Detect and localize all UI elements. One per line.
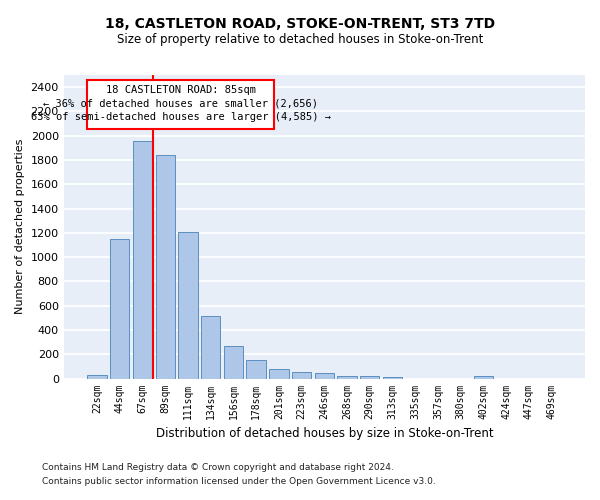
Bar <box>155 155 175 378</box>
Text: 18 CASTLETON ROAD: 85sqm: 18 CASTLETON ROAD: 85sqm <box>106 84 256 94</box>
Text: ← 36% of detached houses are smaller (2,656): ← 36% of detached houses are smaller (2,… <box>43 98 318 108</box>
Bar <box>224 346 243 378</box>
X-axis label: Distribution of detached houses by size in Stoke-on-Trent: Distribution of detached houses by size … <box>155 427 493 440</box>
Bar <box>337 376 357 378</box>
Bar <box>133 140 152 378</box>
Y-axis label: Number of detached properties: Number of detached properties <box>15 139 25 314</box>
Bar <box>178 232 197 378</box>
Bar <box>201 316 220 378</box>
Bar <box>383 376 402 378</box>
Bar <box>360 376 379 378</box>
Bar <box>110 239 130 378</box>
Bar <box>292 372 311 378</box>
Text: Contains HM Land Registry data © Crown copyright and database right 2024.: Contains HM Land Registry data © Crown c… <box>42 464 394 472</box>
Bar <box>474 376 493 378</box>
Text: Contains public sector information licensed under the Open Government Licence v3: Contains public sector information licen… <box>42 477 436 486</box>
Bar <box>269 369 289 378</box>
Bar <box>314 373 334 378</box>
Text: 18, CASTLETON ROAD, STOKE-ON-TRENT, ST3 7TD: 18, CASTLETON ROAD, STOKE-ON-TRENT, ST3 … <box>105 18 495 32</box>
Bar <box>88 375 107 378</box>
Text: Size of property relative to detached houses in Stoke-on-Trent: Size of property relative to detached ho… <box>117 32 483 46</box>
Text: 63% of semi-detached houses are larger (4,585) →: 63% of semi-detached houses are larger (… <box>31 112 331 122</box>
Bar <box>247 360 266 378</box>
